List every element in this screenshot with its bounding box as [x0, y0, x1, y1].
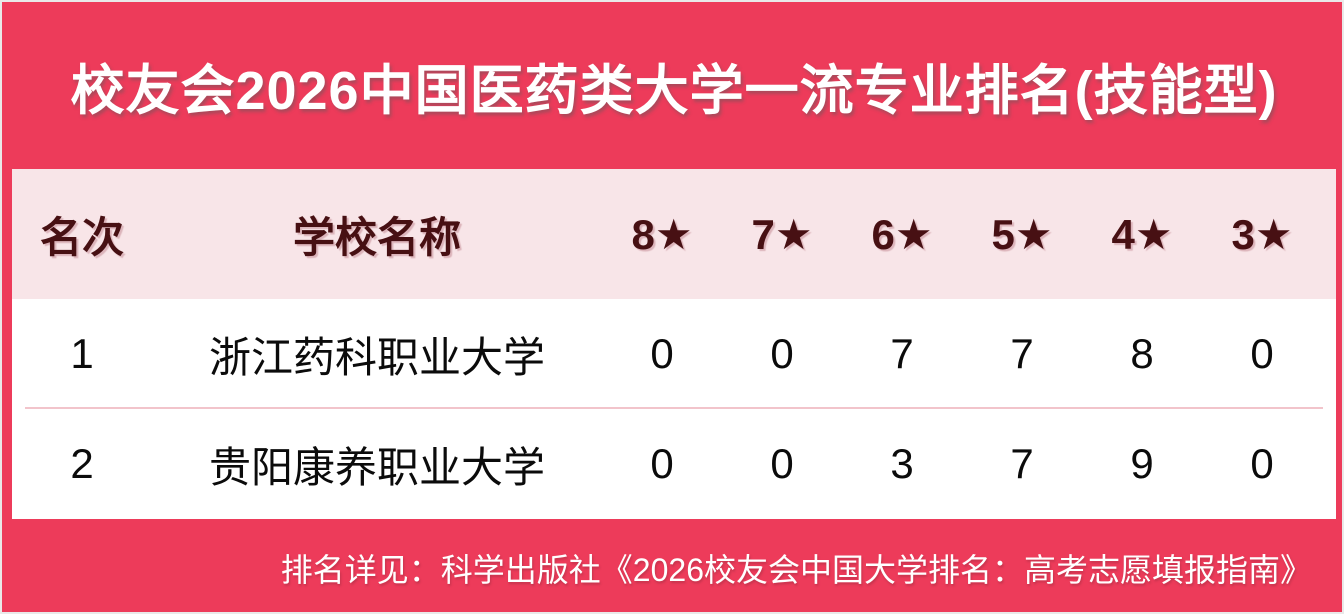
header-4-star: 4★: [1111, 210, 1173, 258]
footer-note: 排名详见：科学出版社《2026校友会中国大学排名：高考志愿填报指南》: [280, 551, 1312, 588]
cell-8-star: 0: [650, 330, 674, 377]
cell-school-name: 浙江药科职业大学: [208, 333, 545, 381]
cell-7-star: 0: [770, 330, 794, 377]
header-7-star: 7★: [751, 210, 813, 258]
table-header-row: 名次 学校名称 8★ 7★ 6★ 5★ 4★ 3★: [12, 169, 1336, 299]
page-title: 校友会2026中国医药类大学一流专业排名(技能型): [70, 61, 1278, 121]
cell-school-name: 贵阳康养职业大学: [208, 443, 545, 491]
cell-4-star: 9: [1130, 440, 1154, 487]
cell-8-star: 0: [650, 440, 674, 487]
cell-7-star: 0: [770, 440, 794, 487]
title-band: 校友会2026中国医药类大学一流专业排名(技能型): [2, 2, 1344, 169]
cell-3-star: 0: [1250, 330, 1274, 377]
row-divider: [25, 407, 1323, 409]
header-6-star: 6★: [871, 210, 933, 258]
footer-band: 排名详见：科学出版社《2026校友会中国大学排名：高考志愿填报指南》: [2, 519, 1344, 616]
header-rank: 名次: [39, 213, 124, 261]
cell-5-star: 7: [1010, 440, 1034, 487]
cell-5-star: 7: [1010, 330, 1034, 377]
cell-rank: 2: [70, 440, 94, 487]
table-row: 1 浙江药科职业大学 0 0 7 7 8 0: [12, 299, 1336, 409]
ranking-table: 名次 学校名称 8★ 7★ 6★ 5★ 4★ 3★ 1 浙江药科职业大学 0 0…: [12, 169, 1336, 519]
cell-4-star: 8: [1130, 330, 1154, 377]
cell-6-star: 7: [890, 330, 914, 377]
header-8-star: 8★: [631, 210, 693, 258]
table-row: 2 贵阳康养职业大学 0 0 3 7 9 0: [12, 409, 1336, 519]
cell-rank: 1: [70, 330, 94, 377]
cell-6-star: 3: [890, 440, 914, 487]
header-school-name: 学校名称: [292, 213, 461, 261]
header-5-star: 5★: [991, 210, 1053, 258]
header-3-star: 3★: [1231, 210, 1293, 258]
cell-3-star: 0: [1250, 440, 1274, 487]
